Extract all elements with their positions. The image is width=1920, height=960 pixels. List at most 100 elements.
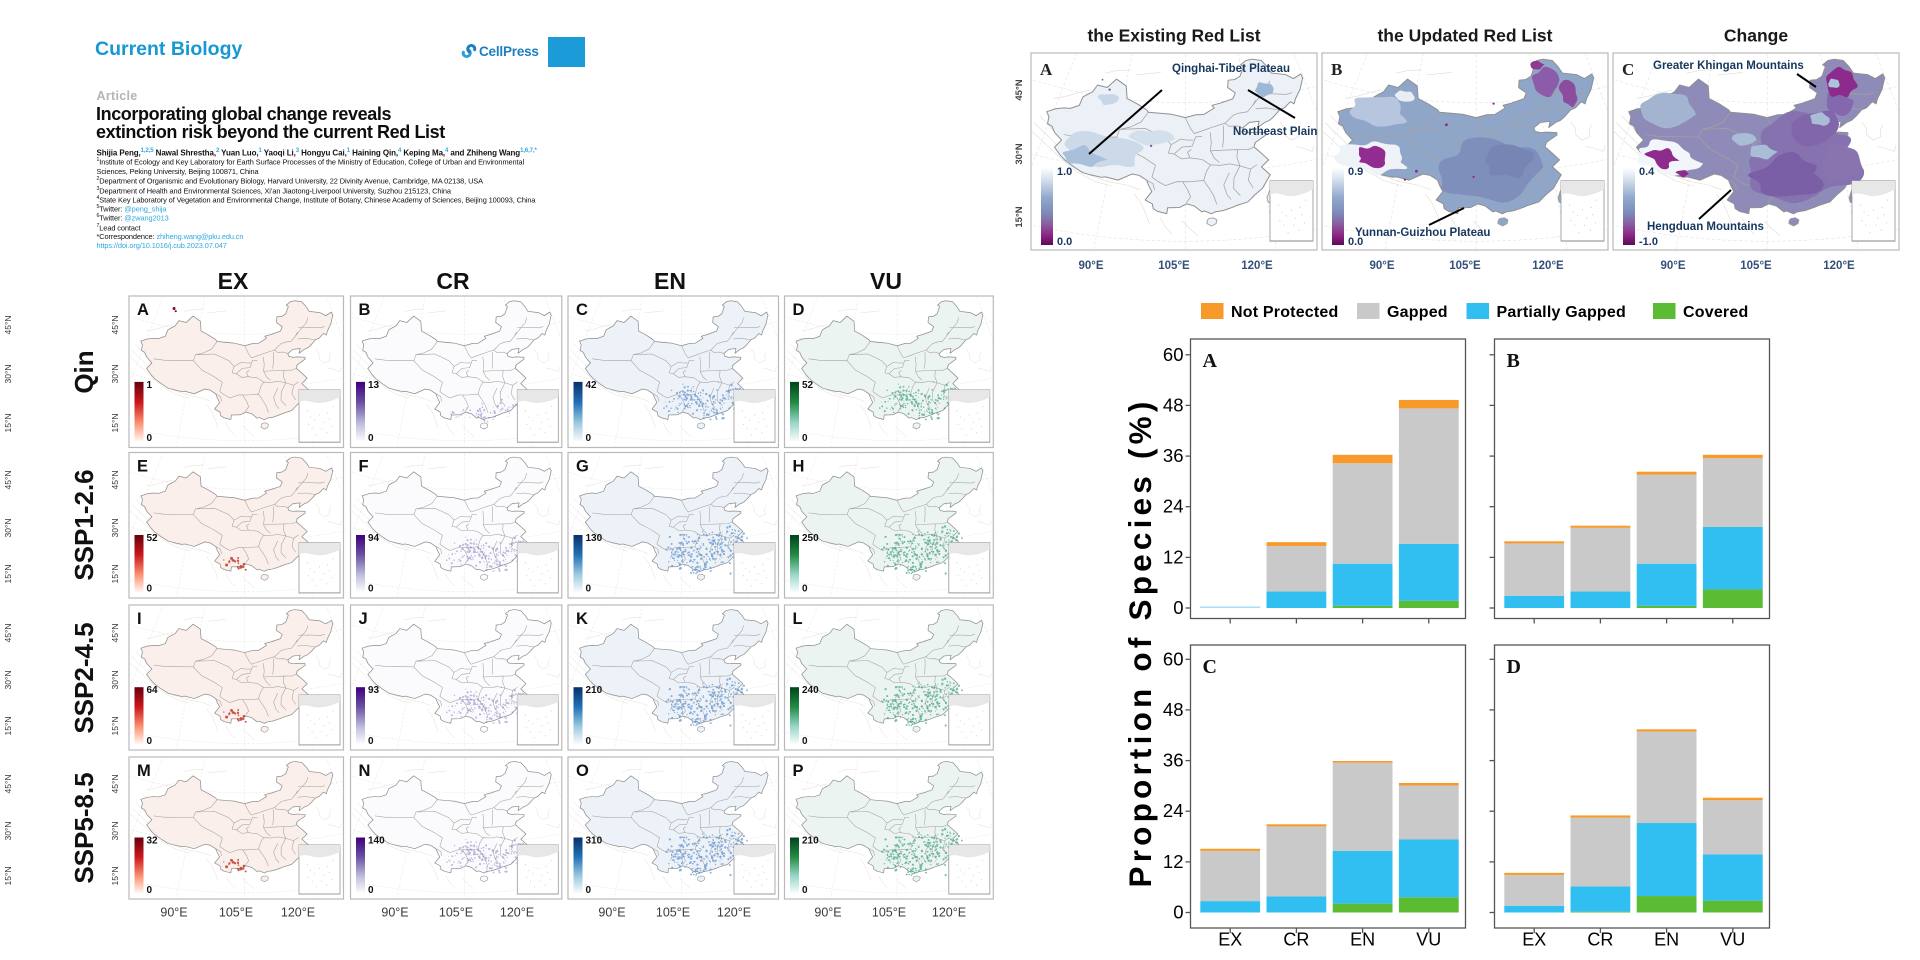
svg-text:the Existing Red List: the Existing Red List [1087, 26, 1260, 46]
svg-text:0: 0 [368, 736, 374, 747]
svg-text:52: 52 [147, 533, 159, 544]
svg-text:VU: VU [1416, 930, 1441, 950]
svg-text:64: 64 [147, 685, 159, 696]
svg-text:CR: CR [1587, 930, 1613, 950]
svg-text:15°N: 15°N [3, 717, 13, 736]
svg-text:120°E: 120°E [1241, 260, 1273, 272]
svg-text:C: C [576, 301, 588, 319]
svg-text:94: 94 [368, 533, 380, 544]
svg-text:30°N: 30°N [3, 822, 13, 841]
svg-text:C: C [1203, 656, 1217, 678]
svg-text:SSP2-4.5: SSP2-4.5 [69, 622, 99, 733]
svg-text:1.0: 1.0 [1057, 166, 1072, 178]
svg-text:310: 310 [586, 836, 603, 847]
svg-text:0: 0 [586, 885, 592, 896]
svg-text:EX: EX [1218, 930, 1242, 950]
svg-text:130: 130 [586, 533, 603, 544]
svg-text:12: 12 [1163, 546, 1184, 567]
svg-text:24: 24 [1163, 800, 1184, 821]
svg-text:A: A [1040, 60, 1053, 79]
svg-text:105°E: 105°E [1740, 260, 1772, 272]
svg-text:45°N: 45°N [3, 471, 13, 490]
svg-text:Hengduan Mountains: Hengduan Mountains [1647, 221, 1764, 233]
svg-text:120°E: 120°E [717, 906, 751, 920]
svg-text:210: 210 [802, 836, 819, 847]
svg-text:G: G [576, 458, 589, 476]
svg-text:210: 210 [586, 685, 603, 696]
svg-text:L: L [793, 610, 803, 628]
svg-text:120°E: 120°E [500, 906, 534, 920]
svg-text:B: B [1507, 350, 1520, 372]
svg-text:0: 0 [1173, 597, 1183, 618]
svg-text:Northeast Plain: Northeast Plain [1233, 126, 1317, 138]
svg-text:90°E: 90°E [381, 906, 408, 920]
svg-text:F: F [359, 458, 369, 476]
svg-text:45°N: 45°N [3, 775, 13, 794]
svg-text:140: 140 [368, 836, 385, 847]
svg-text:105°E: 105°E [656, 906, 690, 920]
svg-text:30°N: 30°N [3, 365, 13, 384]
svg-text:SSP5-8.5: SSP5-8.5 [69, 772, 99, 883]
svg-text:105°E: 105°E [219, 906, 253, 920]
svg-text:45°N: 45°N [110, 316, 120, 335]
svg-text:0.9: 0.9 [1348, 166, 1363, 178]
svg-text:90°E: 90°E [1660, 260, 1685, 272]
svg-text:30°N: 30°N [3, 519, 13, 538]
svg-text:48: 48 [1163, 394, 1184, 415]
svg-text:15°N: 15°N [1014, 206, 1025, 227]
svg-text:30°N: 30°N [1014, 143, 1025, 164]
svg-text:0: 0 [1173, 902, 1183, 923]
svg-text:0: 0 [802, 736, 808, 747]
svg-text:93: 93 [368, 685, 380, 696]
svg-text:105°E: 105°E [872, 906, 906, 920]
svg-text:30°N: 30°N [110, 822, 120, 841]
svg-text:15°N: 15°N [110, 867, 120, 886]
svg-text:D: D [793, 301, 805, 319]
svg-text:105°E: 105°E [439, 906, 473, 920]
svg-text:the Updated Red List: the Updated Red List [1377, 26, 1552, 46]
svg-text:I: I [137, 610, 142, 628]
svg-text:E: E [137, 458, 148, 476]
svg-text:Partially Gapped: Partially Gapped [1497, 304, 1626, 321]
svg-text:105°E: 105°E [1158, 260, 1190, 272]
svg-text:EN: EN [654, 268, 686, 294]
svg-text:VU: VU [1720, 930, 1745, 950]
svg-text:A: A [1203, 350, 1218, 372]
svg-text:90°E: 90°E [598, 906, 625, 920]
svg-text:15°N: 15°N [3, 414, 13, 433]
svg-text:D: D [1507, 656, 1521, 678]
svg-text:N: N [359, 762, 371, 780]
svg-text:0: 0 [147, 736, 153, 747]
svg-text:B: B [359, 301, 371, 319]
svg-text:Change: Change [1724, 26, 1788, 46]
svg-text:K: K [576, 610, 588, 628]
svg-text:24: 24 [1163, 496, 1184, 517]
svg-text:60: 60 [1163, 344, 1184, 365]
svg-text:120°E: 120°E [1532, 260, 1564, 272]
svg-text:90°E: 90°E [160, 906, 187, 920]
svg-text:Not Protected: Not Protected [1231, 304, 1339, 321]
svg-text:45°N: 45°N [110, 775, 120, 794]
svg-text:105°E: 105°E [1449, 260, 1481, 272]
svg-text:0: 0 [368, 584, 374, 595]
svg-text:48: 48 [1163, 699, 1184, 720]
svg-text:45°N: 45°N [1014, 79, 1025, 100]
svg-text:30°N: 30°N [110, 519, 120, 538]
svg-text:32: 32 [147, 836, 159, 847]
svg-text:36: 36 [1163, 445, 1184, 466]
svg-text:EN: EN [1654, 930, 1679, 950]
svg-text:0: 0 [802, 433, 808, 444]
svg-text:0: 0 [586, 433, 592, 444]
svg-text:42: 42 [586, 380, 598, 391]
svg-text:B: B [1331, 60, 1342, 79]
svg-text:Proportion of Species (%): Proportion of Species (%) [1122, 397, 1158, 887]
svg-text:EX: EX [218, 268, 249, 294]
svg-text:15°N: 15°N [110, 414, 120, 433]
svg-text:30°N: 30°N [3, 671, 13, 690]
svg-text:30°N: 30°N [110, 365, 120, 384]
svg-text:36: 36 [1163, 750, 1184, 771]
svg-text:0: 0 [147, 584, 153, 595]
svg-text:250: 250 [802, 533, 819, 544]
svg-text:0.0: 0.0 [1057, 236, 1072, 248]
svg-text:M: M [137, 762, 151, 780]
